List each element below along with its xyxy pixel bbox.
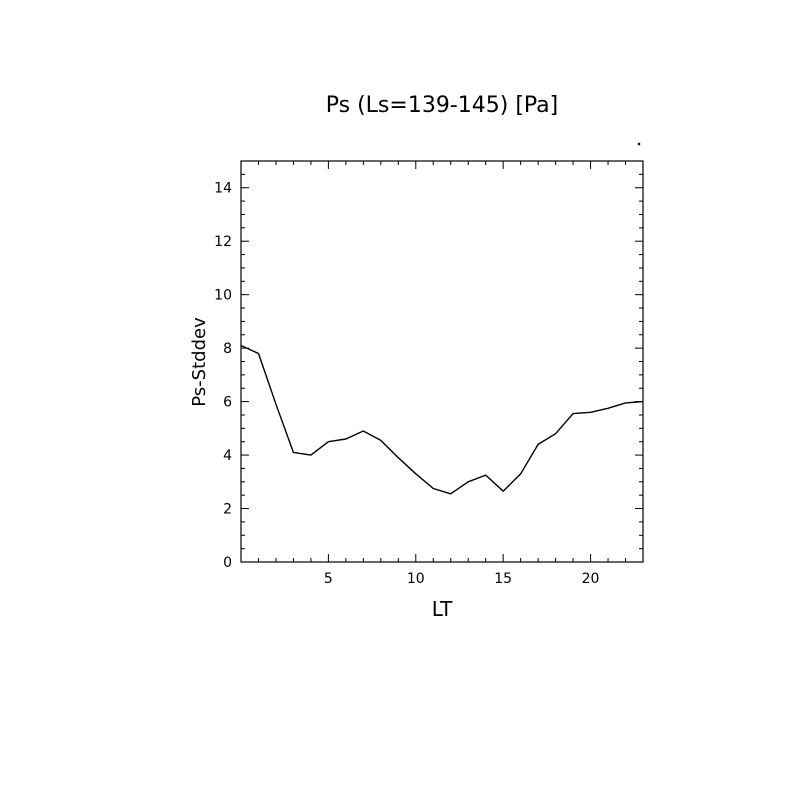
- x-tick-label: 10: [407, 571, 425, 587]
- chart-title: Ps (Ls=139-145) [Pa]: [326, 93, 559, 118]
- x-tick-label: 5: [324, 571, 333, 587]
- x-axis-ticks: 5 10 15 20: [240, 161, 644, 587]
- y-tick-label: 2: [223, 502, 232, 518]
- series-group: [240, 344, 644, 495]
- corner-marker: [637, 142, 641, 146]
- y-tick-label: 10: [214, 288, 232, 304]
- y-tick-label: 12: [214, 234, 232, 250]
- series-line: [240, 344, 644, 495]
- y-tick-label: 6: [223, 395, 232, 411]
- x-axis-label: LT: [432, 597, 453, 621]
- x-tick-label: 15: [494, 571, 512, 587]
- y-axis-ticks: 0 2 4 6 8 10 12 14: [214, 160, 643, 571]
- y-tick-label: 0: [223, 555, 232, 571]
- y-tick-label: 14: [214, 181, 232, 197]
- x-tick-label: 20: [582, 571, 600, 587]
- y-tick-label: 4: [223, 448, 232, 464]
- plot-frame: [240, 160, 644, 563]
- y-axis-label: Ps-Stddev: [189, 317, 210, 407]
- y-tick-label: 8: [223, 341, 232, 357]
